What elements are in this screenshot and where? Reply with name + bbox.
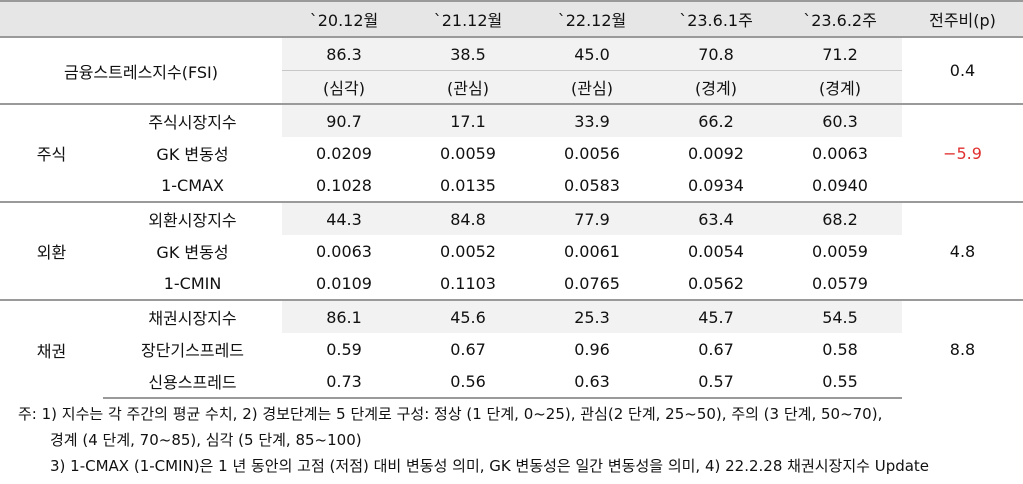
cell: 0.63 <box>530 365 654 399</box>
cell: 0.0056 <box>564 143 620 163</box>
table-row: 주식 주식시장지수 90.7 17.1 33.9 66.2 60.3 −5.9 <box>0 103 1023 202</box>
table-row: 외환 외환시장지수 44.3 84.8 77.9 63.4 68.2 4.8 <box>0 201 1023 300</box>
cell: 44.3 <box>282 201 406 235</box>
cell: 66.2 <box>654 103 778 137</box>
header-col-change: 전주비(p) <box>902 0 1023 38</box>
row-label: 1-CMAX <box>161 175 224 195</box>
fsi-level: (관심) <box>530 70 654 104</box>
row-label: GK 변동성 <box>156 145 229 164</box>
group-label-fx: 외환 <box>0 201 103 300</box>
table-row: 1-CMIN 0.0109 0.1103 0.0765 0.0562 0.057… <box>0 267 1023 300</box>
cell: 60.3 <box>778 103 902 137</box>
fsi-label: 금융스트레스지수(FSI) <box>63 62 219 82</box>
table-row: GK 변동성 0.0063 0.0052 0.0061 0.0054 0.005… <box>0 235 1023 267</box>
cell: 25.3 <box>530 299 654 333</box>
cell: 0.73 <box>282 365 406 399</box>
cell: 0.0209 <box>316 143 372 163</box>
cell: 0.0061 <box>564 241 620 261</box>
cell: 84.8 <box>406 201 530 235</box>
header-col-1: `21.12월 <box>406 0 530 38</box>
fsi-value-row: 금융스트레스지수(FSI) 86.3 38.5 45.0 70.8 71.2 0… <box>0 37 1023 82</box>
cell: 0.0059 <box>440 143 496 163</box>
fsi-table: `20.12월 `21.12월 `22.12월 `23.6.1주 `23.6.2… <box>0 0 1023 399</box>
row-label: GK 변동성 <box>156 243 229 262</box>
cell: 0.1103 <box>440 273 496 293</box>
cell: 0.0579 <box>812 273 868 293</box>
fsi-value: 71.2 <box>778 37 902 71</box>
cell: 0.0562 <box>688 273 744 293</box>
footnote-line: 3) 1-CMAX (1-CMIN)은 1 년 동안의 고점 (저점) 대비 변… <box>50 457 930 475</box>
fsi-level: (심각) <box>282 70 406 104</box>
cell: 0.0054 <box>688 241 744 261</box>
fsi-change: 0.4 <box>949 61 976 80</box>
cell: 63.4 <box>654 201 778 235</box>
header-col-0: `20.12월 <box>282 0 406 38</box>
group-change-stock: −5.9 <box>902 103 1023 202</box>
cell: 0.0940 <box>812 175 868 195</box>
cell: 54.5 <box>778 299 902 333</box>
cell: 0.0063 <box>316 241 372 261</box>
row-label: 주식시장지수 <box>103 103 282 137</box>
fsi-level: (경계) <box>654 70 778 104</box>
cell: 0.0063 <box>812 143 868 163</box>
cell: 0.1028 <box>316 175 372 195</box>
cell: 0.0052 <box>440 241 496 261</box>
header-col-3: `23.6.1주 <box>654 0 778 38</box>
header-category <box>0 0 103 38</box>
footnotes: 주: 1) 지수는 각 주간의 평균 수치, 2) 경보단계는 5 단계로 구성… <box>0 399 1023 479</box>
row-label: 1-CMIN <box>163 273 222 293</box>
fsi-level-row: (심각) (관심) (관심) (경계) (경계) <box>0 70 1023 104</box>
cell: 0.0583 <box>564 175 620 195</box>
cell: 0.0092 <box>688 143 744 163</box>
footnote-line: 경계 (4 단계, 70~85), 심각 (5 단계, 85~100) <box>50 431 362 449</box>
cell: 0.96 <box>574 339 610 359</box>
group-change-fx: 4.8 <box>902 201 1023 300</box>
header-col-2: `22.12월 <box>530 0 654 38</box>
fsi-level: (경계) <box>778 70 902 104</box>
cell: 90.7 <box>282 103 406 137</box>
group-label-stock: 주식 <box>0 103 103 202</box>
cell: 0.0059 <box>812 241 868 261</box>
group-label-bond: 채권 <box>0 299 103 398</box>
cell: 0.59 <box>326 339 362 359</box>
header-row: `20.12월 `21.12월 `22.12월 `23.6.1주 `23.6.2… <box>0 0 1023 38</box>
fsi-value: 70.8 <box>654 37 778 71</box>
cell: 0.55 <box>778 365 902 399</box>
row-label: 장단기스프레드 <box>140 341 245 360</box>
cell: 0.57 <box>654 365 778 399</box>
table-row: 채권 채권시장지수 86.1 45.6 25.3 45.7 54.5 8.8 <box>0 299 1023 398</box>
cell: 45.7 <box>654 299 778 333</box>
row-label: 외환시장지수 <box>103 201 282 235</box>
row-label: 채권시장지수 <box>103 299 282 333</box>
cell: 68.2 <box>778 201 902 235</box>
cell: 0.67 <box>450 339 486 359</box>
cell: 0.0765 <box>564 273 620 293</box>
cell: 33.9 <box>530 103 654 137</box>
header-subcategory <box>103 0 282 38</box>
fsi-value: 38.5 <box>406 37 530 71</box>
cell: 0.56 <box>406 365 530 399</box>
cell: 0.58 <box>822 339 858 359</box>
table-row: 1-CMAX 0.1028 0.0135 0.0583 0.0934 0.094… <box>0 169 1023 202</box>
cell: 0.0109 <box>316 273 372 293</box>
group-change-bond: 8.8 <box>902 299 1023 398</box>
fsi-level: (관심) <box>406 70 530 104</box>
cell: 45.6 <box>406 299 530 333</box>
cell: 86.1 <box>282 299 406 333</box>
table-row: 신용스프레드 0.73 0.56 0.63 0.57 0.55 <box>0 365 1023 399</box>
row-label: 신용스프레드 <box>103 365 282 399</box>
cell: 0.0934 <box>688 175 744 195</box>
fsi-value: 86.3 <box>282 37 406 71</box>
cell: 17.1 <box>406 103 530 137</box>
cell: 77.9 <box>530 201 654 235</box>
footnote-line: 주: 1) 지수는 각 주간의 평균 수치, 2) 경보단계는 5 단계로 구성… <box>18 405 883 423</box>
table-row: 장단기스프레드 0.59 0.67 0.96 0.67 0.58 <box>0 333 1023 365</box>
cell: 0.0135 <box>440 175 496 195</box>
cell: 0.67 <box>698 339 734 359</box>
header-col-4: `23.6.2주 <box>778 0 902 38</box>
table-row: GK 변동성 0.0209 0.0059 0.0056 0.0092 0.006… <box>0 137 1023 169</box>
fsi-value: 45.0 <box>530 37 654 71</box>
